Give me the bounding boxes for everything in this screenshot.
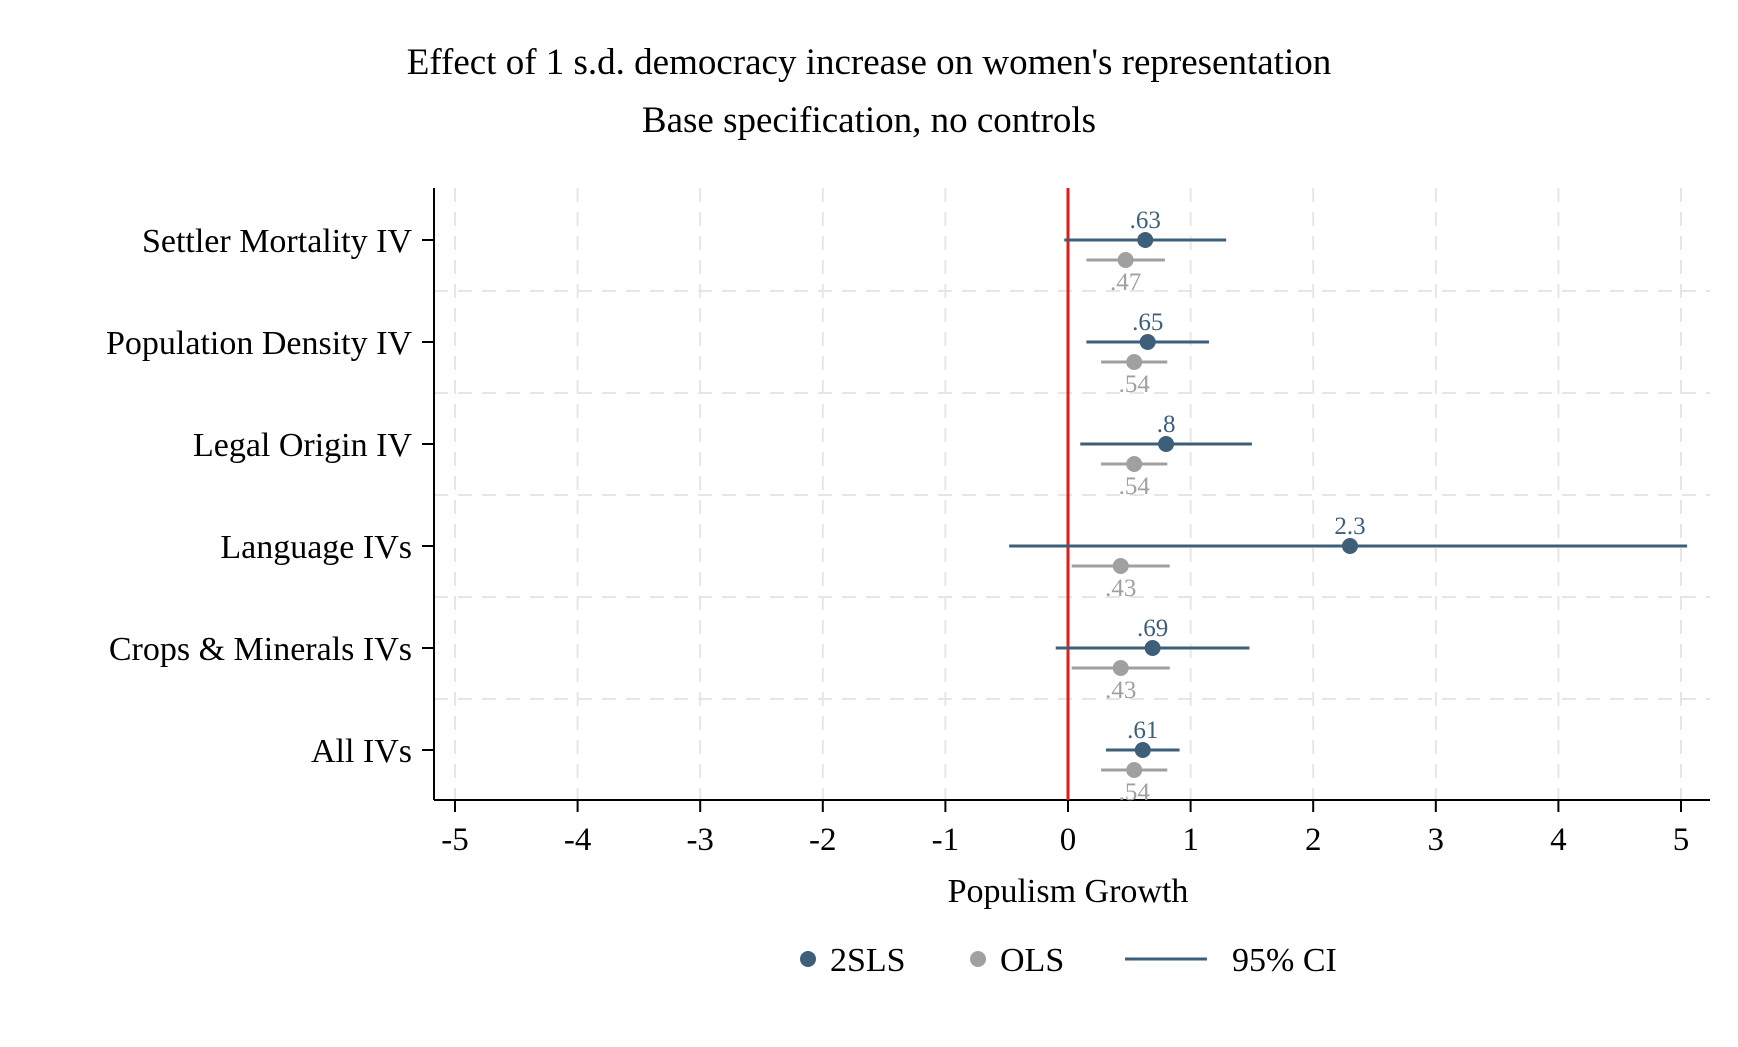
legend-label: OLS (1000, 942, 1064, 979)
point-2sls (1158, 436, 1175, 452)
category-label: Population Density IV (106, 325, 412, 362)
data-label-2sls: .61 (1127, 717, 1158, 744)
x-tick-label: 3 (1428, 822, 1445, 858)
x-tick-label: 0 (1060, 822, 1077, 858)
point-2sls (1137, 232, 1154, 248)
chart-title: Effect of 1 s.d. democracy increase on w… (407, 42, 1331, 83)
point-2sls (1134, 742, 1151, 758)
x-tick-label: -1 (932, 822, 960, 858)
data-label-ols: .54 (1119, 473, 1151, 500)
category-label: Legal Origin IV (193, 427, 412, 464)
data-label-2sls: .69 (1137, 615, 1168, 642)
x-axis-title: Populism Growth (948, 873, 1189, 910)
data-label-ols: .43 (1105, 575, 1136, 602)
data-label-ols: .47 (1110, 269, 1141, 296)
point-2sls (1341, 538, 1358, 554)
data-label-ols: .43 (1105, 677, 1136, 704)
legend-label: 2SLS (830, 942, 906, 979)
legend-marker-ols (970, 951, 986, 967)
data-label-2sls: .65 (1132, 309, 1163, 336)
x-tick-label: -2 (809, 822, 837, 858)
legend-marker-2sls (800, 951, 816, 967)
point-ols (1112, 558, 1129, 574)
category-label: Language IVs (220, 529, 412, 566)
point-ols (1117, 252, 1134, 268)
legend-label: 95% CI (1232, 942, 1337, 979)
data-marks: .63 .65 .8 2.3 .69 .61 .47 .54 .54 .43 .43 .54 (1009, 188, 1688, 806)
gridlines (434, 188, 1710, 800)
point-ols (1126, 456, 1143, 472)
data-label-2sls: 2.3 (1334, 513, 1365, 540)
x-tick-label: 1 (1182, 822, 1199, 858)
axes: -5 -4 -3 -2 -1 0 1 2 3 4 5 Settler Mortality IV Popu… (106, 188, 1710, 858)
data-label-ols: .54 (1119, 779, 1151, 806)
x-tick-label: -4 (564, 822, 592, 858)
x-tick-label: -5 (441, 822, 469, 858)
x-tick-label: 4 (1550, 822, 1567, 858)
point-2sls (1139, 334, 1156, 350)
category-label: Settler Mortality IV (142, 223, 413, 260)
x-tick-label: 2 (1305, 822, 1322, 858)
category-label: Crops & Minerals IVs (109, 631, 412, 668)
x-tick-label: -3 (686, 822, 714, 858)
data-label-2sls: .63 (1130, 207, 1161, 234)
point-ols (1126, 354, 1143, 370)
category-label: All IVs (311, 733, 412, 770)
point-ols (1126, 762, 1143, 778)
legend: 2SLS OLS 95% CI (800, 942, 1337, 979)
point-2sls (1144, 640, 1161, 656)
data-label-ols: .54 (1119, 371, 1151, 398)
point-ols (1112, 660, 1129, 676)
x-tick-label: 5 (1673, 822, 1690, 858)
data-label-2sls: .8 (1157, 411, 1176, 438)
chart-subtitle: Base specification, no controls (642, 100, 1096, 141)
